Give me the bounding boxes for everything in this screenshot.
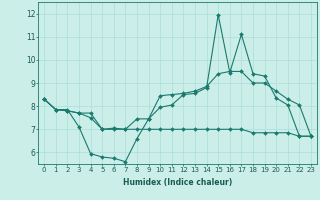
X-axis label: Humidex (Indice chaleur): Humidex (Indice chaleur): [123, 178, 232, 187]
